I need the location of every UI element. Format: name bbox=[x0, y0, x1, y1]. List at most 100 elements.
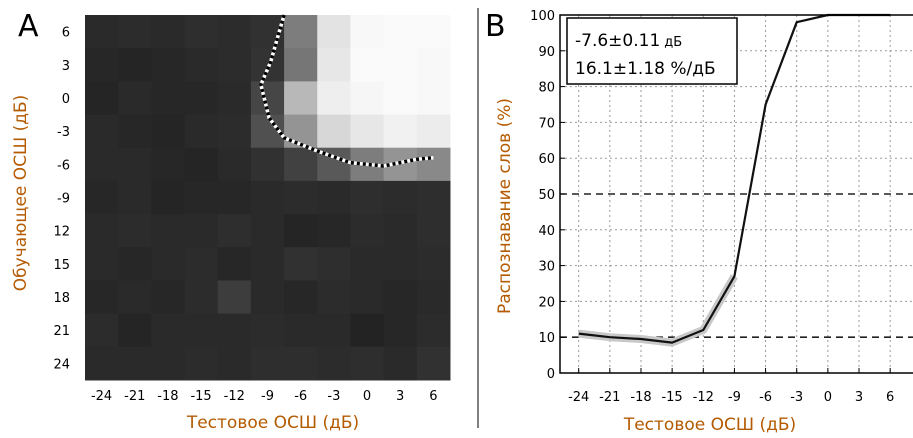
heatmap-cell bbox=[118, 214, 152, 248]
heatmap-cell bbox=[217, 81, 252, 116]
heatmap-cell bbox=[118, 346, 152, 381]
annotation-box: -7.6±0.11 дБ 16.1±1.18 %/дБ bbox=[566, 17, 738, 85]
heatmap-cell bbox=[184, 15, 219, 49]
heatmap-cell bbox=[184, 180, 219, 215]
heatmap-cell bbox=[416, 313, 451, 348]
line-x-tick-label: -18 bbox=[630, 390, 651, 405]
heatmap-cell bbox=[217, 48, 252, 82]
heatmap-y-tick-label: 18 bbox=[53, 291, 70, 306]
heatmap-cell bbox=[284, 346, 318, 381]
heatmap-cell bbox=[317, 180, 351, 215]
heatmap-cell bbox=[184, 313, 219, 348]
heatmap-cell bbox=[85, 15, 119, 49]
heatmap-cell bbox=[383, 81, 418, 116]
heatmap-cell bbox=[416, 15, 451, 49]
line-y-tick-label: 30 bbox=[538, 260, 555, 275]
heatmap-cell bbox=[184, 48, 219, 82]
heatmap-cell bbox=[416, 214, 451, 248]
heatmap-x-tick-label: -15 bbox=[190, 389, 211, 404]
heatmap-cell bbox=[151, 247, 186, 281]
heatmap-cell bbox=[217, 114, 252, 149]
heatmap-cell bbox=[317, 114, 351, 149]
heatmap-cell bbox=[383, 313, 418, 348]
heatmap-cell bbox=[118, 313, 152, 348]
heatmap-cell bbox=[317, 313, 351, 348]
heatmap-cell bbox=[151, 280, 186, 315]
heatmap-cell bbox=[350, 81, 385, 116]
heatmap-x-axis-title: Тестовое ОСШ (дБ) bbox=[186, 413, 359, 433]
heatmap-cell bbox=[217, 15, 252, 49]
heatmap-y-tick-label: -6 bbox=[57, 158, 70, 173]
line-x-tick-label: 6 bbox=[886, 390, 894, 405]
heatmap-cell bbox=[184, 214, 219, 248]
panel-letter-b: B bbox=[485, 9, 506, 44]
line-x-tick-label: -12 bbox=[693, 390, 714, 405]
heatmap-cell bbox=[350, 114, 385, 149]
heatmap-cell bbox=[416, 280, 451, 315]
heatmap-y-axis-title: Обучающее ОСШ (дБ) bbox=[11, 95, 31, 292]
heatmap-cell bbox=[416, 147, 451, 182]
heatmap-cell bbox=[151, 180, 186, 215]
heatmap-cell bbox=[416, 247, 451, 281]
heatmap-cell bbox=[317, 48, 351, 82]
line-x-tick-label: -24 bbox=[568, 390, 589, 405]
heatmap-x-tick-label: -9 bbox=[261, 389, 274, 404]
line-y-tick-label: 60 bbox=[538, 152, 555, 167]
line-x-tick-label: -3 bbox=[790, 390, 803, 405]
line-y-tick-label: 20 bbox=[538, 295, 555, 310]
line-reference-lines bbox=[560, 193, 913, 339]
heatmap-cell bbox=[151, 214, 186, 248]
heatmap-cell bbox=[350, 247, 385, 281]
line-x-tick-label: 3 bbox=[855, 390, 863, 405]
heatmap-x-tick-label: -24 bbox=[91, 389, 112, 404]
heatmap-cell bbox=[85, 313, 119, 348]
line-x-tick-label: -6 bbox=[759, 390, 772, 405]
heatmap-y-tick-label: 15 bbox=[53, 258, 70, 273]
heatmap-cell bbox=[383, 280, 418, 315]
heatmap-y-tick-label: 12 bbox=[53, 225, 70, 240]
heatmap-cell bbox=[284, 313, 318, 348]
heatmap-cell bbox=[118, 280, 152, 315]
line-x-tick-label: -15 bbox=[661, 390, 682, 405]
heatmap-cell bbox=[184, 114, 219, 149]
heatmap-cell bbox=[151, 81, 186, 116]
heatmap-cell bbox=[250, 247, 285, 281]
heatmap-cell bbox=[118, 147, 152, 182]
heatmap-x-tick-label: 0 bbox=[363, 389, 371, 404]
heatmap-cells bbox=[85, 15, 451, 381]
heatmap-cell bbox=[284, 214, 318, 248]
heatmap-x-tick-label: 6 bbox=[429, 389, 437, 404]
line-y-tick-label: 50 bbox=[538, 188, 555, 203]
heatmap-cell bbox=[118, 15, 152, 49]
heatmap-cell bbox=[350, 48, 385, 82]
heatmap-cell bbox=[350, 346, 385, 381]
heatmap-cell bbox=[250, 180, 285, 215]
heatmap-cell bbox=[184, 81, 219, 116]
panel-a: A -24 -21 -18 -15 -12 -9 -6 -3 0 3 6 6 3 0 -3 -6 -9 12 15 1… bbox=[11, 9, 451, 433]
heatmap-cell bbox=[284, 247, 318, 281]
heatmap-cell bbox=[184, 147, 219, 182]
heatmap-cell bbox=[284, 15, 318, 49]
heatmap-y-tick-label: 3 bbox=[62, 59, 70, 74]
heatmap-cell bbox=[118, 247, 152, 281]
heatmap-cell bbox=[317, 247, 351, 281]
heatmap-cell bbox=[383, 114, 418, 149]
heatmap-cell bbox=[284, 81, 318, 116]
heatmap-cell bbox=[85, 346, 119, 381]
heatmap-cell bbox=[383, 346, 418, 381]
heatmap-cell bbox=[284, 280, 318, 315]
heatmap-cell bbox=[118, 114, 152, 149]
line-y-tick-label: 70 bbox=[538, 116, 555, 131]
heatmap-cell bbox=[416, 81, 451, 116]
heatmap-cell bbox=[85, 114, 119, 149]
annotation-line-1: -7.6±0.11 дБ bbox=[575, 31, 682, 51]
line-y-tick-label: 100 bbox=[530, 9, 555, 24]
heatmap-cell bbox=[151, 147, 186, 182]
heatmap-cell bbox=[118, 48, 152, 82]
heatmap-cell bbox=[85, 214, 119, 248]
heatmap-cell bbox=[85, 81, 119, 116]
heatmap-y-tick-label: 0 bbox=[62, 92, 70, 107]
heatmap-cell bbox=[217, 247, 252, 281]
heatmap-cell bbox=[416, 114, 451, 149]
